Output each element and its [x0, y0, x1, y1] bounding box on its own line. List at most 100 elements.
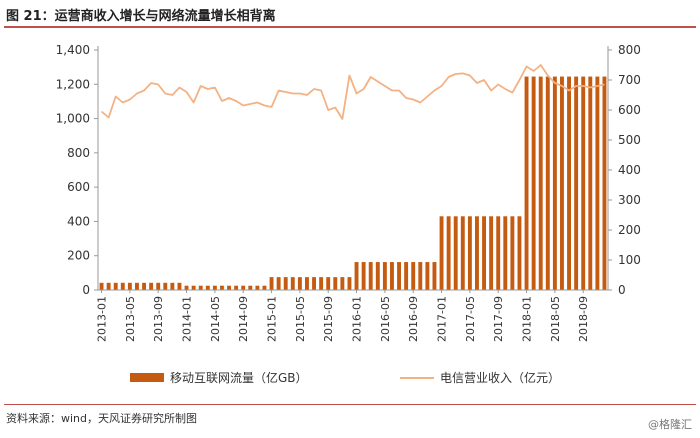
line-series-group: [100, 64, 605, 120]
chart-area: 0 200 400 600 800 1,000 1,200 1,400 0 100 200 300 40…: [0, 30, 700, 400]
x-tick-label: 2016-05: [379, 296, 392, 342]
bar-mark: [276, 277, 281, 290]
bar-mark: [496, 216, 501, 290]
legend-bar-swatch: [130, 373, 164, 382]
bar-mark: [361, 262, 366, 290]
bar-mark: [290, 277, 295, 290]
right-tick-label: 100: [618, 253, 641, 267]
bar-mark: [510, 216, 515, 290]
bar-mark: [220, 285, 224, 290]
left-tick-label: 0: [82, 283, 90, 297]
bar-mark: [262, 285, 267, 290]
bar-mark: [312, 277, 316, 290]
right-tick-label: 600: [618, 103, 641, 117]
bar-mark: [305, 277, 309, 290]
x-tick-label: 2017-09: [492, 296, 505, 342]
bar-mark: [368, 262, 373, 290]
bar-mark: [212, 285, 217, 290]
bar-mark: [475, 216, 479, 290]
bar-mark: [99, 282, 104, 290]
bar-mark: [602, 76, 607, 290]
right-tick-label: 800: [618, 43, 641, 57]
bar-mark: [538, 76, 543, 290]
bar-mark: [453, 216, 458, 290]
bar-mark: [120, 282, 125, 290]
bar-mark: [191, 285, 196, 290]
bar-mark: [347, 277, 352, 290]
bar-mark: [595, 76, 600, 290]
x-tick-label: 2013-05: [124, 296, 137, 342]
bar-mark: [460, 216, 465, 290]
legend-line-label: 电信营业收入（亿元）: [440, 370, 560, 385]
footer-rule: [4, 404, 696, 405]
right-tick-label: 500: [618, 133, 641, 147]
bar-mark: [567, 76, 571, 290]
bar-mark: [269, 277, 274, 290]
left-tick-label: 800: [67, 146, 90, 160]
bar-mark: [411, 262, 416, 290]
bar-mark: [390, 262, 394, 290]
bar-series-group: [99, 76, 607, 290]
bar-mark: [397, 262, 401, 290]
bar-mark: [489, 216, 494, 290]
bar-mark: [297, 277, 302, 290]
left-tick-label: 400: [67, 214, 90, 228]
bar-mark: [170, 282, 175, 290]
bar-mark: [177, 282, 182, 290]
x-tick-label: 2015-09: [322, 296, 335, 342]
revenue-line: [100, 64, 605, 120]
left-tick-label: 200: [67, 249, 90, 263]
bar-mark: [149, 282, 154, 290]
bar-mark: [382, 262, 387, 290]
bar-mark: [241, 285, 246, 290]
title-bar: 图 21：运营商收入增长与网络流量增长相背离: [4, 4, 696, 28]
x-tick-label: 2014-01: [181, 296, 194, 342]
x-tick-label: 2018-01: [521, 296, 534, 342]
chart-title: 图 21：运营商收入增长与网络流量增长相背离: [6, 9, 276, 24]
bar-mark: [283, 277, 288, 290]
left-tick-label: 1,400: [56, 43, 90, 57]
combo-chart: 0 200 400 600 800 1,000 1,200 1,400 0 100 200 300 40…: [56, 43, 641, 385]
x-tick-label: 2015-01: [266, 296, 279, 342]
bar-mark: [227, 285, 231, 290]
bar-mark: [163, 282, 168, 290]
left-tick-label: 600: [67, 180, 90, 194]
bar-mark: [135, 282, 139, 290]
bar-mark: [545, 76, 550, 290]
bar-mark: [531, 76, 536, 290]
bar-mark: [574, 76, 579, 290]
right-tick-label: 300: [618, 193, 641, 207]
right-tick-label: 0: [618, 283, 626, 297]
x-tick-label: 2015-05: [294, 296, 307, 342]
right-tick-label: 200: [618, 223, 641, 237]
bar-mark: [503, 216, 508, 290]
bar-mark: [581, 76, 586, 290]
bar-mark: [482, 216, 486, 290]
source-note: 资料来源：wind，天风证券研究所制图: [6, 412, 198, 425]
bar-mark: [255, 285, 260, 290]
bar-mark: [248, 285, 253, 290]
bar-mark: [205, 285, 210, 290]
left-tick-label: 1,200: [56, 77, 90, 91]
bar-mark: [234, 285, 239, 290]
bar-mark: [198, 285, 203, 290]
x-tick-label: 2018-09: [577, 296, 590, 342]
axes-group: 0 200 400 600 800 1,000 1,200 1,400 0 100 200 300 40…: [56, 43, 641, 342]
bar-mark: [127, 282, 132, 290]
right-tick-label: 700: [618, 73, 641, 87]
bar-mark: [326, 277, 331, 290]
bar-mark: [354, 262, 359, 290]
x-tick-label: 2018-05: [549, 296, 562, 342]
bar-mark: [333, 277, 338, 290]
bar-mark: [432, 262, 437, 290]
legend: 移动互联网流量（亿GB） 电信营业收入（亿元）: [130, 370, 560, 385]
x-tick-label: 2014-05: [209, 296, 222, 342]
bar-mark: [156, 282, 161, 290]
bar-mark: [106, 282, 111, 290]
x-tick-label: 2016-09: [407, 296, 420, 342]
bar-mark: [418, 262, 423, 290]
bar-mark: [142, 282, 146, 290]
bar-mark: [184, 285, 189, 290]
x-tick-label: 2013-01: [96, 296, 109, 342]
bar-mark: [113, 282, 118, 290]
